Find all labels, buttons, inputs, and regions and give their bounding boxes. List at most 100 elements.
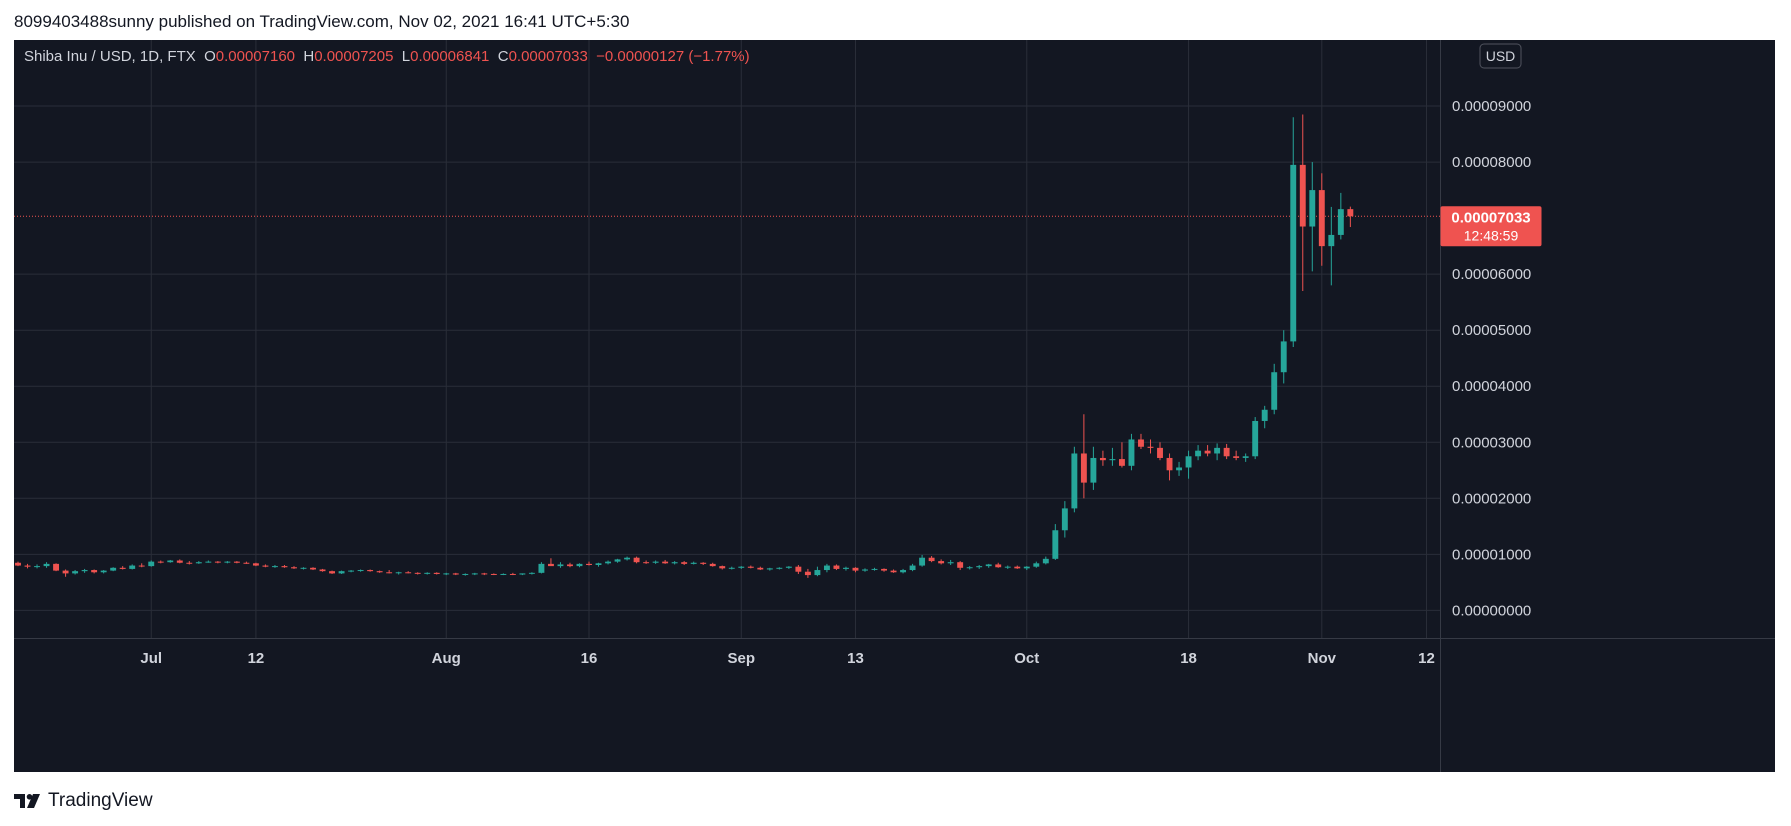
candle-body[interactable] — [567, 564, 573, 567]
candle-body[interactable] — [1166, 457, 1173, 471]
candle-body[interactable] — [671, 562, 678, 564]
candle-body[interactable] — [1071, 453, 1078, 509]
candle-body[interactable] — [900, 570, 907, 573]
candle-body[interactable] — [1157, 447, 1163, 458]
candle-body[interactable] — [1042, 558, 1049, 564]
candle-body[interactable] — [738, 566, 745, 568]
candle-body[interactable] — [1061, 508, 1068, 531]
candle-body[interactable] — [100, 570, 107, 573]
candle-body[interactable] — [766, 568, 773, 570]
candle-body[interactable] — [1337, 209, 1344, 235]
candle-body[interactable] — [719, 566, 726, 569]
candle-body[interactable] — [862, 569, 868, 571]
candle-body[interactable] — [643, 562, 650, 564]
candle-body[interactable] — [214, 561, 221, 563]
candle-body[interactable] — [167, 560, 174, 563]
candle-body[interactable] — [1309, 190, 1316, 227]
candle-body[interactable] — [1223, 447, 1230, 457]
candle-body[interactable] — [319, 569, 326, 572]
candle-body[interactable] — [310, 567, 316, 570]
candle-body[interactable] — [1271, 372, 1278, 410]
candle-body[interactable] — [833, 565, 840, 569]
candle-body[interactable] — [747, 566, 754, 568]
candle-body[interactable] — [224, 561, 231, 563]
candle-body[interactable] — [652, 561, 659, 563]
candle-body[interactable] — [1290, 164, 1297, 342]
candle-body[interactable] — [414, 572, 421, 574]
candle-body[interactable] — [1204, 450, 1211, 454]
candle-body[interactable] — [1233, 456, 1240, 458]
candle-body[interactable] — [728, 567, 735, 569]
candle-body[interactable] — [252, 563, 259, 566]
candle-body[interactable] — [1090, 457, 1097, 483]
candle-body[interactable] — [348, 570, 355, 572]
candle-body[interactable] — [595, 563, 602, 565]
candle-body[interactable] — [424, 572, 431, 574]
candle-body[interactable] — [1318, 190, 1325, 247]
candle-body[interactable] — [776, 567, 783, 569]
candle-body[interactable] — [681, 562, 688, 564]
candle-body[interactable] — [91, 570, 98, 573]
candle-body[interactable] — [709, 563, 716, 567]
candle-body[interactable] — [1033, 563, 1040, 567]
candle-body[interactable] — [843, 567, 849, 569]
candle-body[interactable] — [547, 563, 554, 567]
candle-body[interactable] — [1176, 467, 1182, 471]
candle-body[interactable] — [1347, 209, 1354, 217]
candle-body[interactable] — [462, 573, 469, 575]
candle-body[interactable] — [1099, 457, 1106, 461]
candle-body[interactable] — [272, 566, 278, 568]
candle-body[interactable] — [605, 561, 611, 564]
candle-body[interactable] — [1214, 447, 1221, 454]
candle-body[interactable] — [110, 567, 117, 571]
candle-body[interactable] — [443, 573, 450, 575]
candle-body[interactable] — [1023, 566, 1030, 569]
candle-body[interactable] — [1242, 456, 1249, 458]
candle-body[interactable] — [538, 563, 545, 573]
candle-body[interactable] — [233, 561, 240, 563]
candle-body[interactable] — [138, 565, 145, 567]
candle-body[interactable] — [34, 566, 40, 568]
candle-body[interactable] — [614, 559, 621, 562]
candle-body[interactable] — [519, 573, 526, 575]
candle-body[interactable] — [966, 567, 973, 569]
candle-body[interactable] — [291, 567, 297, 569]
candle-body[interactable] — [300, 567, 307, 569]
candle-body[interactable] — [376, 571, 383, 573]
candle-body[interactable] — [1118, 459, 1125, 466]
candle-body[interactable] — [24, 565, 31, 567]
candle-body[interactable] — [938, 561, 945, 564]
candle-body[interactable] — [1138, 439, 1144, 447]
candle-body[interactable] — [15, 562, 21, 566]
candle-body[interactable] — [281, 566, 288, 568]
candle-body[interactable] — [1128, 439, 1135, 466]
candle-body[interactable] — [243, 562, 250, 564]
candle-body[interactable] — [890, 570, 897, 573]
candle-body[interactable] — [481, 573, 488, 575]
candle-body[interactable] — [471, 573, 478, 575]
candle-body[interactable] — [500, 573, 507, 575]
candle-body[interactable] — [148, 561, 155, 567]
chart-panel[interactable]: 0.00009000 0.00008000 0.00006000 0.00005000… — [14, 40, 1775, 772]
candle-body[interactable] — [509, 573, 516, 575]
candle-body[interactable] — [81, 570, 88, 572]
candle-body[interactable] — [262, 565, 269, 567]
candle-body[interactable] — [186, 562, 193, 564]
candle-body[interactable] — [1328, 234, 1335, 247]
candle-body[interactable] — [871, 568, 878, 570]
candle-body[interactable] — [1080, 453, 1087, 483]
candle-body[interactable] — [852, 567, 859, 571]
candle-body[interactable] — [795, 566, 802, 572]
candle-body[interactable] — [405, 572, 412, 574]
candle-body[interactable] — [72, 571, 79, 574]
candle-body[interactable] — [909, 565, 916, 571]
candle-body[interactable] — [624, 557, 631, 560]
candle-body[interactable] — [1185, 456, 1192, 468]
candle-body[interactable] — [881, 568, 887, 571]
candle-body[interactable] — [395, 572, 402, 574]
candle-body[interactable] — [823, 565, 830, 571]
candle-body[interactable] — [53, 563, 60, 571]
candle-body[interactable] — [700, 562, 707, 564]
candle-body[interactable] — [205, 561, 212, 563]
candle-body[interactable] — [957, 562, 964, 568]
